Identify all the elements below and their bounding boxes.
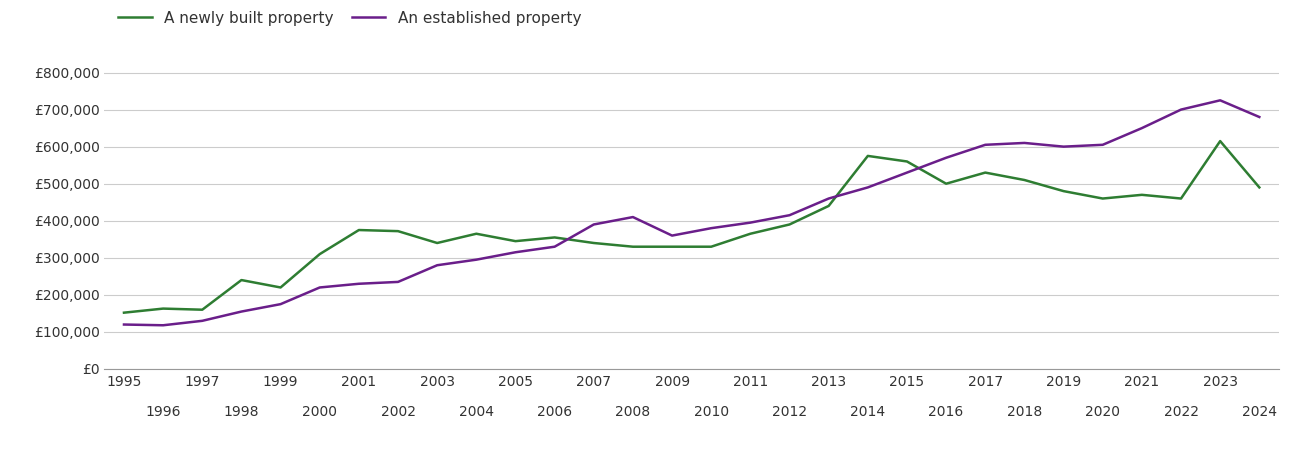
- A newly built property: [782, 222, 797, 227]
- A newly built property: [821, 203, 837, 209]
- A newly built property: [1251, 184, 1267, 190]
- An established property: [1017, 140, 1032, 146]
- A newly built property: [116, 310, 132, 315]
- An established property: [664, 233, 680, 238]
- A newly built property: [703, 244, 719, 249]
- An established property: [899, 170, 915, 176]
- An established property: [703, 225, 719, 231]
- A newly built property: [390, 229, 406, 234]
- An established property: [547, 244, 562, 249]
- A newly built property: [312, 252, 328, 257]
- A newly built property: [1017, 177, 1032, 183]
- An established property: [586, 222, 602, 227]
- A newly built property: [586, 240, 602, 246]
- An established property: [977, 142, 993, 148]
- An established property: [312, 285, 328, 290]
- An established property: [782, 212, 797, 218]
- An established property: [1134, 126, 1150, 131]
- A newly built property: [664, 244, 680, 249]
- Legend: A newly built property, An established property: A newly built property, An established p…: [112, 5, 587, 32]
- An established property: [1212, 98, 1228, 103]
- An established property: [194, 318, 210, 324]
- A newly built property: [429, 240, 445, 246]
- An established property: [273, 302, 288, 307]
- A newly built property: [860, 153, 876, 158]
- An established property: [508, 250, 523, 255]
- A newly built property: [234, 277, 249, 283]
- A newly built property: [743, 231, 758, 236]
- A newly built property: [1095, 196, 1111, 201]
- An established property: [743, 220, 758, 225]
- A newly built property: [1212, 139, 1228, 144]
- An established property: [938, 155, 954, 161]
- A newly built property: [899, 159, 915, 164]
- An established property: [351, 281, 367, 287]
- An established property: [1251, 114, 1267, 120]
- Line: A newly built property: A newly built property: [124, 141, 1259, 313]
- Line: An established property: An established property: [124, 100, 1259, 325]
- A newly built property: [273, 285, 288, 290]
- An established property: [429, 262, 445, 268]
- A newly built property: [977, 170, 993, 176]
- A newly built property: [938, 181, 954, 186]
- An established property: [390, 279, 406, 284]
- An established property: [155, 323, 171, 328]
- An established property: [1056, 144, 1071, 149]
- An established property: [860, 184, 876, 190]
- An established property: [116, 322, 132, 327]
- An established property: [1173, 107, 1189, 112]
- A newly built property: [1056, 189, 1071, 194]
- A newly built property: [625, 244, 641, 249]
- An established property: [625, 214, 641, 220]
- An established property: [234, 309, 249, 314]
- A newly built property: [155, 306, 171, 311]
- A newly built property: [508, 238, 523, 244]
- A newly built property: [194, 307, 210, 312]
- A newly built property: [1173, 196, 1189, 201]
- An established property: [1095, 142, 1111, 148]
- An established property: [468, 257, 484, 262]
- A newly built property: [547, 235, 562, 240]
- An established property: [821, 196, 837, 201]
- A newly built property: [468, 231, 484, 236]
- A newly built property: [1134, 192, 1150, 198]
- A newly built property: [351, 227, 367, 233]
